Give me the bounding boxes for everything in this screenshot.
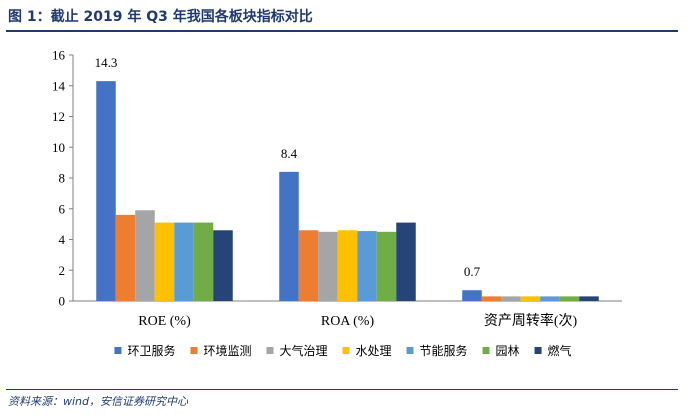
bar [376, 231, 397, 301]
category-labels: ROE (%) ROA (%) 资产周转率(次) [138, 312, 577, 329]
legend-item: 大气治理 [266, 343, 327, 358]
bars [96, 81, 599, 301]
y-tick-label: 8 [59, 171, 66, 186]
title-rule [6, 30, 678, 32]
bar [337, 230, 358, 301]
bar [213, 230, 233, 301]
source-note: 资料来源：wind，安信证券研究中心 [8, 395, 189, 408]
legend-swatch [190, 347, 198, 354]
legend-item: 环境监测 [190, 343, 251, 358]
legend-item: 节能服务 [406, 343, 468, 358]
bar-chart: 0 2 4 6 8 10 12 14 16 14.3 8.4 0.7 ROE (%) ROA (%) 资… [52, 48, 622, 358]
x-tick-label: ROA (%) [321, 314, 375, 329]
legend-swatch [266, 347, 274, 354]
y-tick-label: 2 [59, 263, 66, 278]
legend-label: 水处理 [355, 344, 391, 358]
y-tick-label: 16 [52, 48, 66, 63]
bar [540, 296, 560, 301]
data-label: 14.3 [95, 55, 118, 70]
bar [501, 296, 521, 301]
bar [396, 222, 416, 301]
y-tick-label: 6 [59, 201, 66, 216]
legend-swatch [342, 347, 350, 354]
data-labels: 14.3 8.4 0.7 [95, 55, 481, 279]
y-tick-label: 4 [59, 232, 66, 247]
bar [579, 296, 599, 301]
legend-label: 环境监测 [203, 343, 251, 358]
chart-title: 图 1：截止 2019 年 Q3 年我国各板块指标对比 [8, 9, 313, 25]
legend-item: 环卫服务 [114, 343, 175, 358]
bar [481, 296, 502, 301]
legend-swatch [406, 347, 414, 354]
bar [96, 81, 116, 301]
legend-item: 水处理 [342, 344, 392, 358]
x-tick-label: 资产周转率(次) [484, 312, 578, 329]
bar [318, 231, 338, 301]
data-label: 8.4 [281, 146, 298, 161]
legend-swatch [534, 347, 542, 354]
y-tick-label: 10 [52, 140, 65, 155]
bar [559, 296, 580, 301]
data-label: 0.7 [464, 264, 481, 279]
legend-item: 园林 [482, 344, 520, 358]
bar [462, 290, 482, 301]
bar [154, 222, 175, 301]
legend-label: 大气治理 [279, 343, 327, 358]
bar [520, 296, 541, 301]
bar [115, 214, 136, 301]
bar [357, 231, 377, 301]
legend-label: 燃气 [548, 343, 572, 358]
legend-label: 园林 [496, 344, 520, 358]
y-tick-label: 0 [59, 294, 66, 309]
legend-label: 环卫服务 [127, 343, 175, 358]
bar [174, 222, 194, 301]
y-tick-label: 12 [52, 109, 65, 124]
legend-swatch [482, 347, 490, 354]
legend-swatch [114, 347, 122, 354]
legend-item: 燃气 [534, 343, 572, 358]
source-rule [6, 389, 678, 390]
bar [193, 222, 214, 301]
legend-label: 节能服务 [420, 343, 468, 358]
y-tick-label: 14 [52, 78, 66, 93]
bar [135, 210, 155, 301]
legend: 环卫服务 环境监测 大气治理 水处理 节能服务 园林 燃气 [114, 343, 572, 358]
bar [298, 230, 319, 301]
x-tick-label: ROE (%) [138, 314, 191, 329]
bar [279, 171, 299, 301]
